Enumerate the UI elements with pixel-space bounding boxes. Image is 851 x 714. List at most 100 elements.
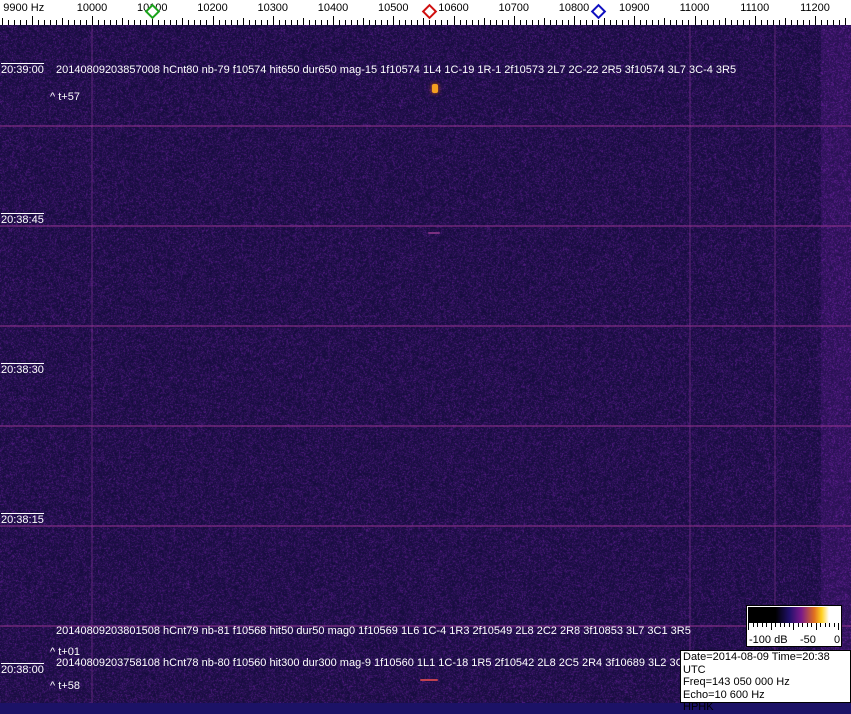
axis-tick: [544, 18, 545, 25]
axis-label: 10500: [378, 2, 409, 14]
axis-tick: [731, 20, 732, 25]
axis-tick: [719, 20, 720, 25]
info-box: Date=2014-08-09 Time=20:38 UTC Freq=143 …: [680, 650, 851, 703]
axis-tick: [369, 20, 370, 25]
axis-tick: [435, 20, 436, 25]
legend-label: -50: [800, 634, 816, 646]
axis-tick: [285, 20, 286, 25]
axis-tick: [821, 20, 822, 25]
axis-tick: [773, 20, 774, 25]
axis-tick: [568, 20, 569, 25]
legend-tick: [789, 623, 790, 627]
axis-tick: [640, 20, 641, 25]
axis-tick: [134, 20, 135, 25]
axis-tick: [122, 18, 123, 25]
legend-tick: [753, 623, 754, 627]
axis-tick: [502, 20, 503, 25]
axis-tick: [496, 20, 497, 25]
echo-frequency: Echo=10 600 Hz: [683, 689, 850, 702]
axis-tick: [375, 20, 376, 25]
axis-tick: [490, 20, 491, 25]
axis-tick: [411, 20, 412, 25]
axis-tick: [580, 20, 581, 25]
legend-tick: [757, 623, 758, 627]
axis-tick: [44, 20, 45, 25]
axis-tick: [146, 20, 147, 25]
time-label: 20:38:45: [1, 213, 44, 226]
legend-tick: [834, 623, 835, 627]
axis-tick: [447, 20, 448, 25]
red-marker-icon[interactable]: [422, 4, 438, 20]
axis-tick: [14, 20, 15, 25]
axis-tick: [827, 20, 828, 25]
time-label: 20:39:00: [1, 63, 44, 76]
axis-tick: [797, 20, 798, 25]
axis-tick: [839, 20, 840, 25]
axis-tick: [225, 20, 226, 25]
axis-tick: [646, 20, 647, 25]
legend-tick: [771, 623, 772, 630]
grid-line: [0, 425, 851, 427]
axis-label: 10400: [318, 2, 349, 14]
axis-label: 10000: [77, 2, 108, 14]
grid-line: [0, 525, 851, 527]
axis-tick: [237, 20, 238, 25]
axis-tick: [688, 20, 689, 25]
meteor-echo: [428, 232, 440, 234]
axis-tick: [701, 20, 702, 25]
axis-tick: [737, 20, 738, 25]
legend-label: -100 dB: [749, 634, 788, 646]
axis-tick: [315, 20, 316, 25]
axis-tick: [616, 20, 617, 25]
axis-tick: [351, 20, 352, 25]
axis-tick: [532, 20, 533, 25]
axis-tick: [194, 20, 195, 25]
axis-tick: [393, 16, 394, 25]
axis-tick: [652, 20, 653, 25]
axis-tick: [339, 20, 340, 25]
axis-tick: [321, 20, 322, 25]
axis-tick: [405, 20, 406, 25]
axis-tick: [333, 16, 334, 25]
legend-tick: [784, 623, 785, 627]
axis-tick: [140, 20, 141, 25]
axis-tick: [472, 20, 473, 25]
axis-tick: [628, 20, 629, 25]
axis-tick: [845, 18, 846, 25]
axis-tick: [363, 18, 364, 25]
legend-tick: [816, 623, 817, 630]
axis-tick: [803, 20, 804, 25]
axis-tick: [273, 16, 274, 25]
axis-tick: [833, 20, 834, 25]
axis-tick: [249, 20, 250, 25]
axis-tick: [200, 20, 201, 25]
axis-tick: [586, 20, 587, 25]
axis-tick: [26, 20, 27, 25]
axis-label: 10900: [619, 2, 650, 14]
axis-tick: [761, 20, 762, 25]
event-detail: 20140809203758108 hCnt78 nb-80 f10560 hi…: [56, 657, 690, 669]
blue-marker-icon[interactable]: [591, 4, 607, 20]
axis-tick: [417, 20, 418, 25]
grid-line: [0, 325, 851, 327]
axis-tick: [291, 20, 292, 25]
axis-tick: [158, 20, 159, 25]
axis-tick: [514, 16, 515, 25]
axis-tick: [478, 20, 479, 25]
axis-tick: [682, 20, 683, 25]
axis-tick: [62, 18, 63, 25]
time-label: 20:38:00: [1, 663, 44, 676]
legend-tick: [829, 623, 830, 627]
axis-tick: [556, 20, 557, 25]
axis-tick: [206, 20, 207, 25]
axis-label: 10200: [197, 2, 228, 14]
axis-tick: [213, 16, 214, 25]
legend-tick: [766, 623, 767, 627]
legend-tick: [820, 623, 821, 627]
legend-tick: [825, 623, 826, 627]
axis-tick: [303, 18, 304, 25]
axis-tick: [610, 20, 611, 25]
axis-label: 10800: [559, 2, 590, 14]
legend-tick: [838, 623, 839, 630]
axis-tick: [110, 20, 111, 25]
